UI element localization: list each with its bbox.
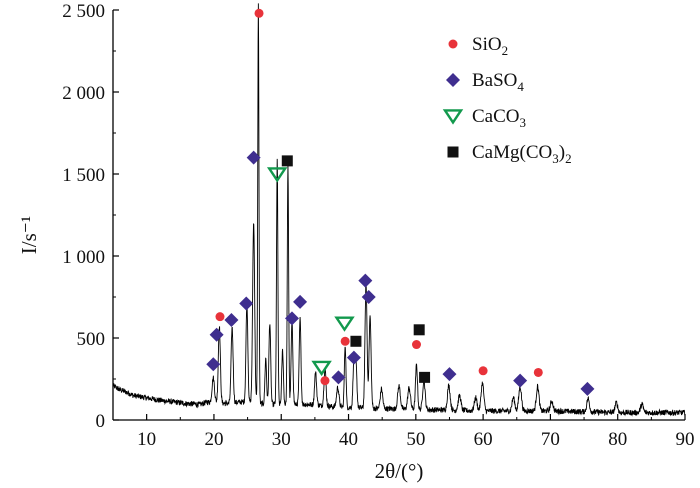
baso4-marker (513, 373, 528, 388)
legend-marker (448, 39, 458, 49)
baso4-marker (239, 296, 254, 311)
camgco3-marker (413, 324, 425, 336)
sio2-marker (533, 367, 543, 377)
caco3-marker (266, 167, 288, 183)
legend-entry-label: CaCO3 (472, 106, 526, 130)
x-tick-label: 90 (676, 429, 695, 450)
camgco3-marker (350, 335, 362, 347)
phase-markers (206, 8, 595, 396)
x-ticks: 10 20 30 40 50 60 70 80 90 (137, 414, 695, 450)
x-tick-label: 20 (204, 429, 223, 450)
x-tick-label: 60 (474, 429, 493, 450)
baso4-marker (580, 381, 595, 396)
sio2-marker (254, 8, 264, 18)
legend-entry-label: CaMg(CO3)2 (472, 142, 572, 166)
y-axis-title: I/s⁻¹ (17, 216, 41, 254)
baso4-marker (346, 350, 361, 365)
sio2-marker (340, 336, 350, 346)
y-tick-label: 0 (96, 411, 106, 432)
y-tick-label: 500 (77, 329, 106, 350)
x-axis-title: 2θ/(°) (375, 459, 424, 483)
legend-marker (446, 73, 460, 87)
sio2-marker (320, 376, 330, 386)
y-tick-label: 1 500 (62, 165, 105, 186)
caco3-marker (334, 316, 355, 332)
xrd-pattern-line (112, 3, 686, 417)
y-tick-label: 1 000 (62, 247, 105, 268)
legend-entry-label: SiO2 (472, 34, 508, 58)
caco3-marker (311, 360, 332, 377)
legend-marker (447, 146, 459, 158)
legend: SiO2 BaSO4 CaCO3 CaMg(CO3)2 (442, 34, 572, 166)
baso4-marker (331, 370, 346, 385)
legend-marker (442, 109, 464, 125)
baso4-marker (246, 150, 261, 165)
x-tick-label: 40 (339, 429, 358, 450)
baso4-marker (206, 357, 221, 372)
baso4-marker (358, 273, 373, 288)
baso4-marker (209, 327, 224, 342)
baso4-marker (293, 294, 308, 309)
x-tick-label: 30 (272, 429, 291, 450)
y-ticks: 0 500 1 000 1 500 2 000 2 500 (62, 1, 119, 432)
sio2-marker (215, 312, 225, 322)
x-tick-label: 50 (406, 429, 425, 450)
x-tick-label: 70 (541, 429, 560, 450)
camgco3-marker (281, 155, 293, 167)
baso4-marker (285, 311, 300, 326)
baso4-marker (224, 312, 239, 327)
baso4-marker (361, 290, 376, 304)
y-tick-label: 2 500 (62, 1, 105, 22)
y-tick-label: 2 000 (62, 83, 105, 104)
x-tick-label: 10 (137, 429, 156, 450)
sio2-marker (478, 366, 488, 376)
x-tick-label: 80 (608, 429, 627, 450)
axes (112, 10, 685, 421)
sio2-marker (411, 340, 421, 350)
baso4-marker (442, 367, 457, 382)
camgco3-marker (419, 371, 431, 383)
legend-entry-label: BaSO4 (472, 70, 524, 94)
